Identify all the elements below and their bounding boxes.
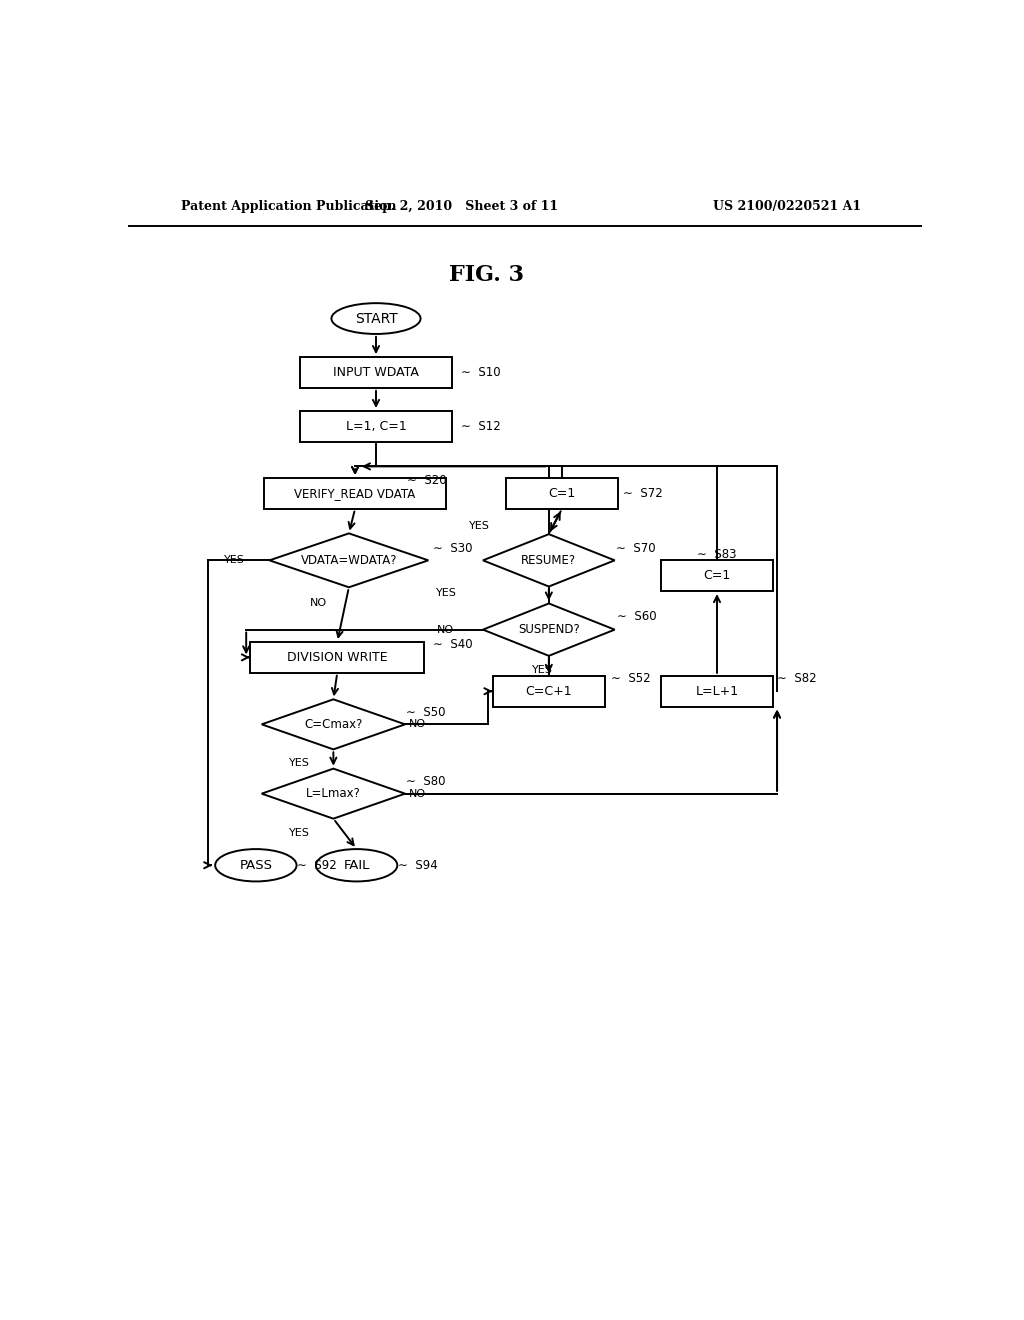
Text: L=1, C=1: L=1, C=1 (346, 420, 407, 433)
Text: YES: YES (289, 758, 310, 768)
Text: L=L+1: L=L+1 (695, 685, 738, 698)
Text: SUSPEND?: SUSPEND? (518, 623, 580, 636)
Text: NO: NO (409, 788, 426, 799)
Text: NO: NO (409, 719, 426, 730)
Text: ∼  S70: ∼ S70 (616, 541, 656, 554)
FancyBboxPatch shape (660, 676, 773, 706)
Text: VERIFY_READ VDATA: VERIFY_READ VDATA (295, 487, 416, 500)
FancyBboxPatch shape (300, 411, 452, 442)
FancyBboxPatch shape (250, 642, 424, 673)
Text: YES: YES (436, 587, 458, 598)
Text: YES: YES (224, 556, 245, 565)
Ellipse shape (332, 304, 421, 334)
FancyBboxPatch shape (493, 676, 605, 706)
Text: ∼  S50: ∼ S50 (407, 705, 445, 718)
Polygon shape (269, 533, 428, 587)
Text: ∼  S20: ∼ S20 (407, 474, 446, 487)
Ellipse shape (316, 849, 397, 882)
Text: INPUT WDATA: INPUT WDATA (333, 366, 419, 379)
Text: ∼  S80: ∼ S80 (407, 775, 445, 788)
FancyBboxPatch shape (506, 478, 618, 508)
Text: FIG. 3: FIG. 3 (449, 264, 523, 286)
Text: YES: YES (532, 665, 553, 675)
Text: US 2100/0220521 A1: US 2100/0220521 A1 (713, 199, 861, 213)
Text: NO: NO (310, 598, 328, 607)
Text: Sep. 2, 2010   Sheet 3 of 11: Sep. 2, 2010 Sheet 3 of 11 (365, 199, 558, 213)
Text: ∼  S52: ∼ S52 (611, 672, 650, 685)
Text: ∼  S82: ∼ S82 (777, 672, 817, 685)
FancyBboxPatch shape (660, 560, 773, 591)
Polygon shape (483, 603, 614, 656)
Text: Patent Application Publication: Patent Application Publication (180, 199, 396, 213)
Text: YES: YES (289, 828, 310, 837)
Text: ∼  S12: ∼ S12 (461, 420, 501, 433)
Text: L=Lmax?: L=Lmax? (306, 787, 360, 800)
Text: C=1: C=1 (703, 569, 731, 582)
FancyBboxPatch shape (264, 478, 446, 508)
Polygon shape (483, 535, 614, 586)
Text: ∼  S94: ∼ S94 (398, 859, 438, 871)
Text: PASS: PASS (240, 859, 272, 871)
Text: ∼  S83: ∼ S83 (697, 548, 736, 561)
Polygon shape (262, 700, 406, 750)
Text: VDATA=WDATA?: VDATA=WDATA? (301, 554, 397, 566)
FancyBboxPatch shape (300, 358, 452, 388)
Text: ∼  S10: ∼ S10 (461, 366, 501, 379)
Text: FAIL: FAIL (343, 859, 370, 871)
Text: ∼  S40: ∼ S40 (432, 638, 472, 651)
Text: YES: YES (469, 521, 489, 532)
Polygon shape (262, 768, 406, 818)
Text: DIVISION WRITE: DIVISION WRITE (287, 651, 387, 664)
Text: ∼  S30: ∼ S30 (432, 541, 472, 554)
Text: RESUME?: RESUME? (521, 554, 577, 566)
Text: ∼  S72: ∼ S72 (624, 487, 663, 500)
Text: C=C+1: C=C+1 (525, 685, 572, 698)
Text: NO: NO (436, 624, 454, 635)
Text: START: START (354, 312, 397, 326)
Text: ∼  S60: ∼ S60 (617, 610, 656, 623)
Text: ∼  S92: ∼ S92 (297, 859, 337, 871)
Text: C=1: C=1 (549, 487, 575, 500)
Text: C=Cmax?: C=Cmax? (304, 718, 362, 731)
Ellipse shape (215, 849, 297, 882)
